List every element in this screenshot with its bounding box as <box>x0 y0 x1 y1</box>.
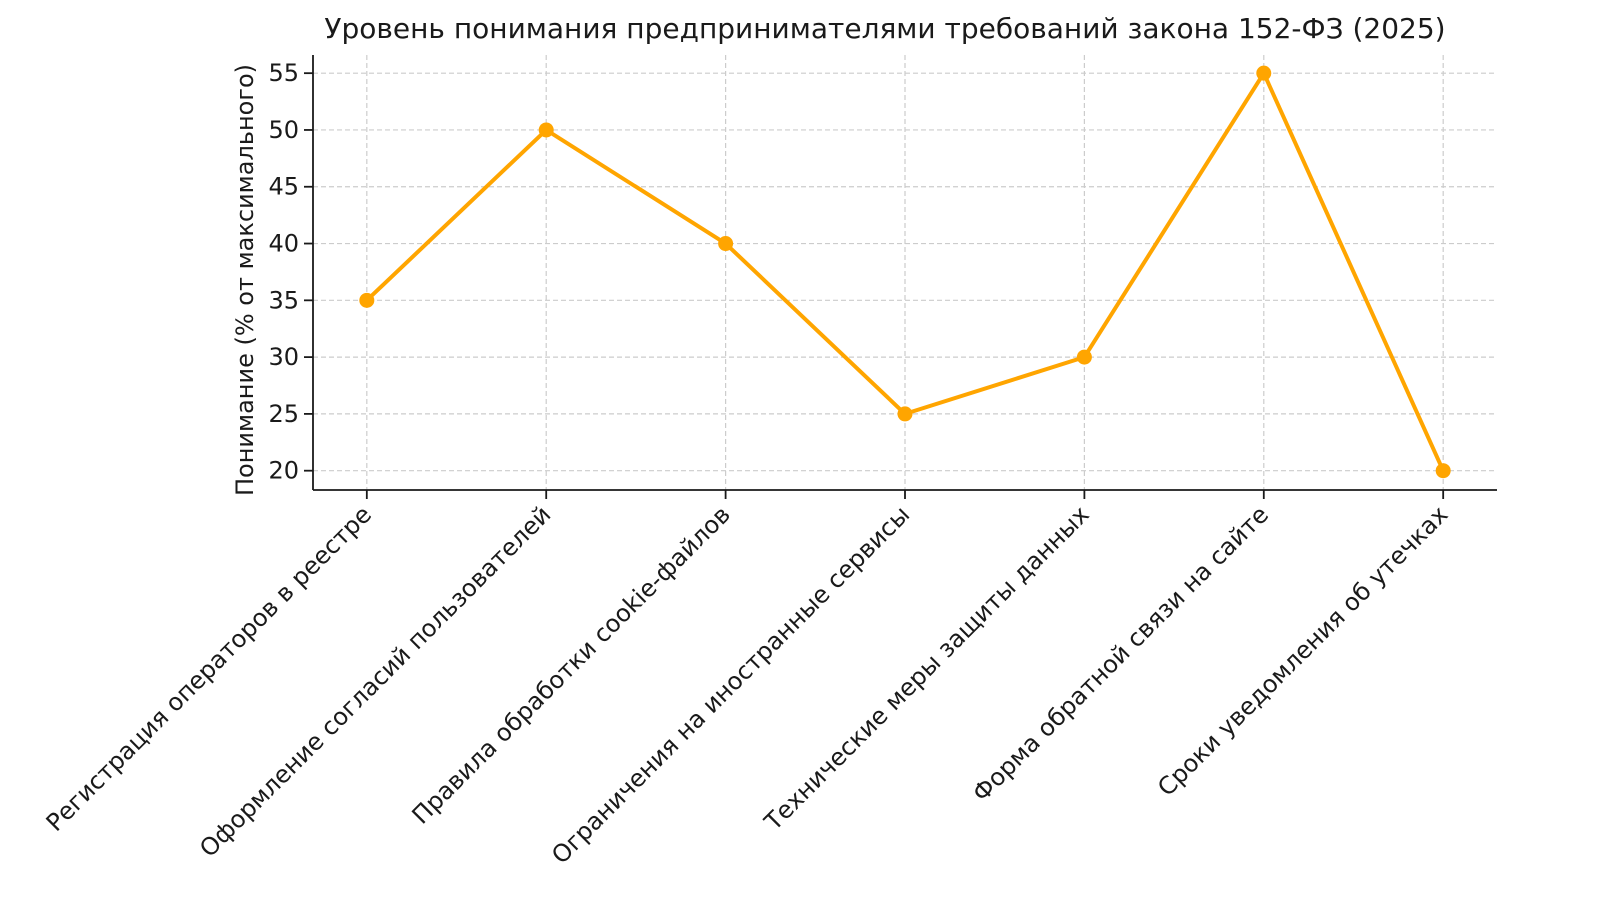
y-tick-label: 55 <box>268 59 299 87</box>
data-point-marker <box>538 122 554 138</box>
data-point-marker <box>1435 463 1451 479</box>
x-tick-label: Правила обработки cookie-файлов <box>407 500 736 829</box>
data-point-marker <box>359 292 375 308</box>
y-tick-label: 20 <box>268 457 299 485</box>
x-tick-label: Оформление согласий пользователей <box>194 500 556 862</box>
y-tick-label: 25 <box>268 400 299 428</box>
data-point-marker <box>718 236 734 252</box>
x-tick-label: Форма обратной связи на сайте <box>967 500 1274 807</box>
y-tick-label: 50 <box>268 116 299 144</box>
y-tick-label: 45 <box>268 173 299 201</box>
chart-title: Уровень понимания предпринимателями треб… <box>324 12 1446 45</box>
data-point-marker <box>897 406 913 422</box>
x-tick-label: Ограничения на иностранные сервисы <box>546 500 915 869</box>
y-tick-label: 35 <box>268 286 299 314</box>
data-point-marker <box>1256 65 1272 81</box>
x-tick-label: Регистрация операторов в реестре <box>41 500 377 836</box>
data-point-marker <box>1076 349 1092 365</box>
x-tick-label: Технические меры защиты данных <box>759 500 1095 836</box>
y-tick-label: 40 <box>268 230 299 258</box>
x-tick-label: Сроки уведомления об утечках <box>1152 500 1453 801</box>
y-tick-label: 30 <box>268 343 299 371</box>
